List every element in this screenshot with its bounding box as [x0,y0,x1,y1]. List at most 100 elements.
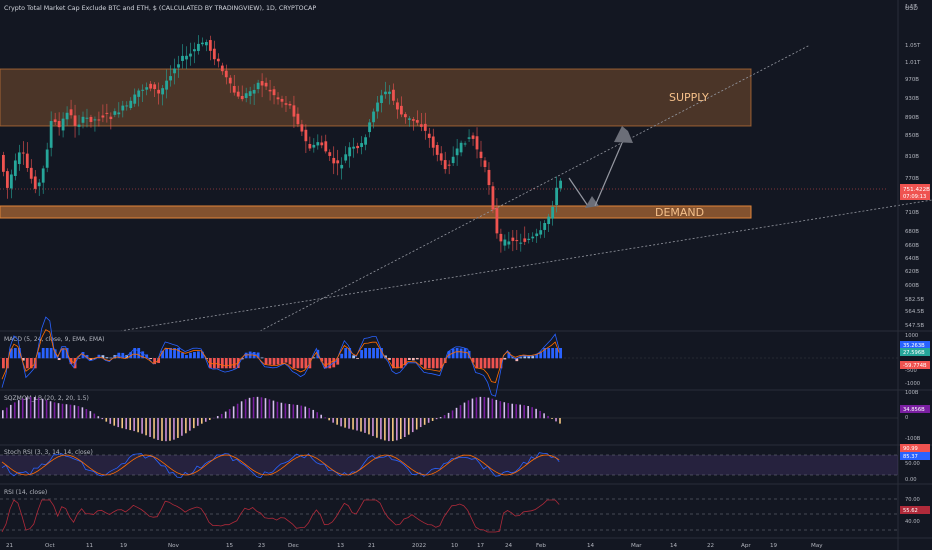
macd-histogram-bar [364,348,367,359]
sqzmom-bar [487,397,490,419]
candle-body [431,136,435,148]
candle-body [69,109,73,116]
macd-histogram-bar [37,352,41,359]
candle-body [129,100,133,109]
macd-histogram-bar [372,348,375,359]
sqzmom-bar [324,417,326,419]
sqzmom-bar [380,418,382,440]
down-arrow-line [568,177,589,207]
candle-body [45,149,49,168]
candle-body [511,237,515,241]
sqzmom-bar [372,418,374,437]
sqzmom-bar [161,418,163,441]
macd-histogram-bar [177,348,180,359]
macd-histogram-bar [69,358,73,365]
sqzmom-bar [208,418,211,420]
price-axis[interactable]: 1.1T 1.05T 1.01T 970B 930B 890B 850B 810B 770B 71… [905,4,924,329]
time-axis-tick: 15 [226,543,234,549]
rsi-pane[interactable]: RSI (14, close) [0,489,898,533]
candle-body [268,89,272,92]
rsi-tag-value: 55.62 [903,508,918,514]
sqzmom-bar [360,418,362,432]
macd-histogram-bar [201,351,204,359]
macd-histogram-bar [129,352,133,359]
macd-histogram-bar [165,348,168,359]
sqzmom-bar [415,418,418,430]
price-axis-tick: 810B [905,154,919,160]
candle-body [201,42,204,45]
projection-arrows [568,126,633,208]
price-axis-tick: 600B [905,283,919,289]
candle-body [340,164,344,169]
macd-histogram-bar [97,354,101,359]
candle-body [400,105,403,115]
candle-body [109,116,113,120]
macd-histogram-bar [9,348,13,359]
candle-body [316,142,320,146]
candle-body [240,95,244,100]
stoch-rsi-pane[interactable]: Stoch RSI (3, 3, 14, 14, close) [0,449,898,479]
price-axis-tick: 582.5B [905,297,924,303]
macd-histogram-bar [352,355,356,359]
sqzmom-bar [344,418,346,428]
macd-histogram-bar [272,358,276,365]
time-axis-tick: 17 [477,543,485,549]
sqzmom-bar [519,404,521,419]
candle-body [256,82,260,90]
price-pane[interactable]: SUPPLY DEMAND Crypto Total Market Cap Ex… [0,5,932,332]
sqzmom-bar [97,416,100,419]
sqzmom-bar [153,418,155,439]
price-axis-tick: 547.5B [905,323,924,329]
sqzmom-bar [503,402,506,419]
up-arrow-head [614,126,633,143]
candle-body [308,143,312,149]
sqzmom-bar [220,413,223,419]
candle-body [324,141,328,152]
macd-histogram-bar [376,348,379,359]
macd-histogram-bar [216,358,220,369]
sqzmom-bar [37,397,40,419]
candle-body [272,89,276,96]
sqzmom-bar [157,418,159,440]
macd-histogram-bar [396,358,399,369]
candle-body [125,105,129,107]
macd-histogram-bar [185,354,188,359]
stoch-tag-d-value: 90.99 [903,446,918,452]
candle-body [376,102,379,112]
macd-histogram-bar [491,358,495,369]
time-axis[interactable]: 21 Oct 11 19 Nov 15 23 Dec 13 21 2022 10 17 24 Feb 14 Ma… [6,543,823,549]
sqzmom-pane[interactable]: SQZMOM_LB (20, 2, 20, 1.5) [0,395,898,442]
candle-body [49,121,53,148]
candle-body [228,77,232,84]
sqzmom-bar [483,396,486,419]
stoch-d-line [1,454,560,476]
time-axis-tick: 11 [86,543,94,549]
sqzmom-bar [352,418,354,430]
stoch-band [0,455,898,475]
candle-body [352,146,356,149]
macd-histogram-bar [415,358,419,360]
rsi-label: RSI (14, close) [4,489,47,496]
macd-histogram-bar [475,358,479,369]
candle-body [411,119,415,121]
price-axis-tick: 1.1T [905,4,918,10]
sqzmom-bar [117,418,120,428]
sqzmom-bar [29,396,32,419]
candle-body [515,240,519,242]
candle-body [336,160,340,164]
price-axis-tick: 770B [905,176,919,182]
macd-pane[interactable]: MACD (5, 24, close, 9, EMA, EMA) [0,316,898,397]
candle-body [455,148,459,156]
sqzmom-bar [25,397,28,419]
candle-body [539,230,543,235]
macd-histogram-bar [423,358,427,369]
price-axis-tick: 850B [905,133,919,139]
sqzmom-bar [121,418,123,429]
macd-tag-macd-value: 27.596B [903,350,925,356]
sqzmom-bar [551,418,553,419]
macd-histogram-bar [57,358,61,361]
current-price-tag [900,184,930,200]
macd-histogram-bar [515,358,519,362]
supply-zone [0,68,752,127]
